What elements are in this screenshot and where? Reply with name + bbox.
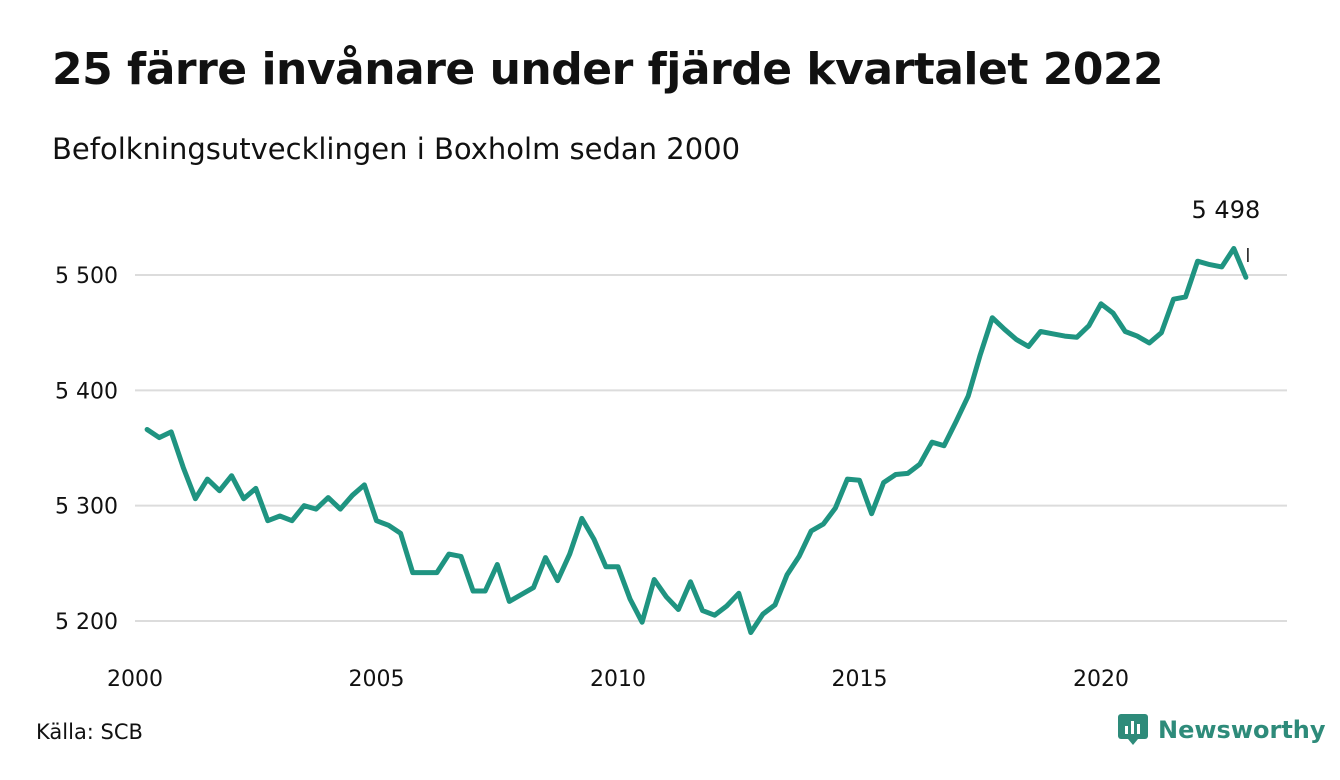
chart-title: 25 färre invånare under fjärde kvartalet… [52,44,1164,95]
series-line [144,246,1249,635]
x-tick-label: 2020 [1073,667,1129,692]
x-tick-label: 2005 [349,667,405,692]
y-tick-label: 5 300 [55,495,118,520]
y-axis-ticks: 5 200 5 300 5 400 5 500 [55,264,118,635]
source-note: Källa: SCB [36,720,143,744]
newsworthy-logo-icon [1118,714,1148,745]
y-tick-label: 5 400 [55,379,118,404]
chart-subtitle: Befolkningsutvecklingen i Boxholm sedan … [52,132,741,166]
x-tick-label: 2010 [590,667,646,692]
grid-lines [135,274,1287,622]
brand-logo: Newsworthy [1118,714,1326,746]
brand-name: Newsworthy [1158,716,1326,744]
annotation-layer: 5 498 [1192,196,1261,262]
x-tick-label: 2000 [107,667,163,692]
y-tick-label: 5 500 [55,264,118,289]
series-layer [144,246,1249,635]
last-value-label: 5 498 [1192,196,1261,224]
y-tick-label: 5 200 [55,610,118,635]
x-tick-label: 2015 [832,667,888,692]
x-axis-ticks: 2000 2005 2010 2015 2020 [107,667,1129,692]
